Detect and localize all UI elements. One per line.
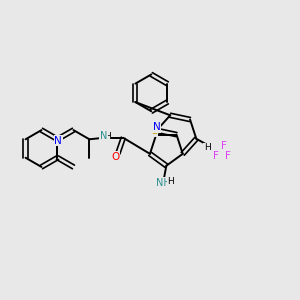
Text: H: H	[204, 143, 211, 152]
Text: H: H	[104, 131, 111, 140]
Text: S: S	[151, 126, 158, 136]
Text: H: H	[167, 177, 174, 186]
Text: F: F	[225, 151, 231, 161]
Text: N: N	[100, 131, 107, 141]
Text: N: N	[153, 122, 160, 132]
Text: NH: NH	[156, 178, 170, 188]
Text: F: F	[221, 141, 227, 151]
Text: F: F	[213, 151, 219, 161]
Text: O: O	[111, 152, 120, 162]
Text: N: N	[54, 136, 62, 146]
